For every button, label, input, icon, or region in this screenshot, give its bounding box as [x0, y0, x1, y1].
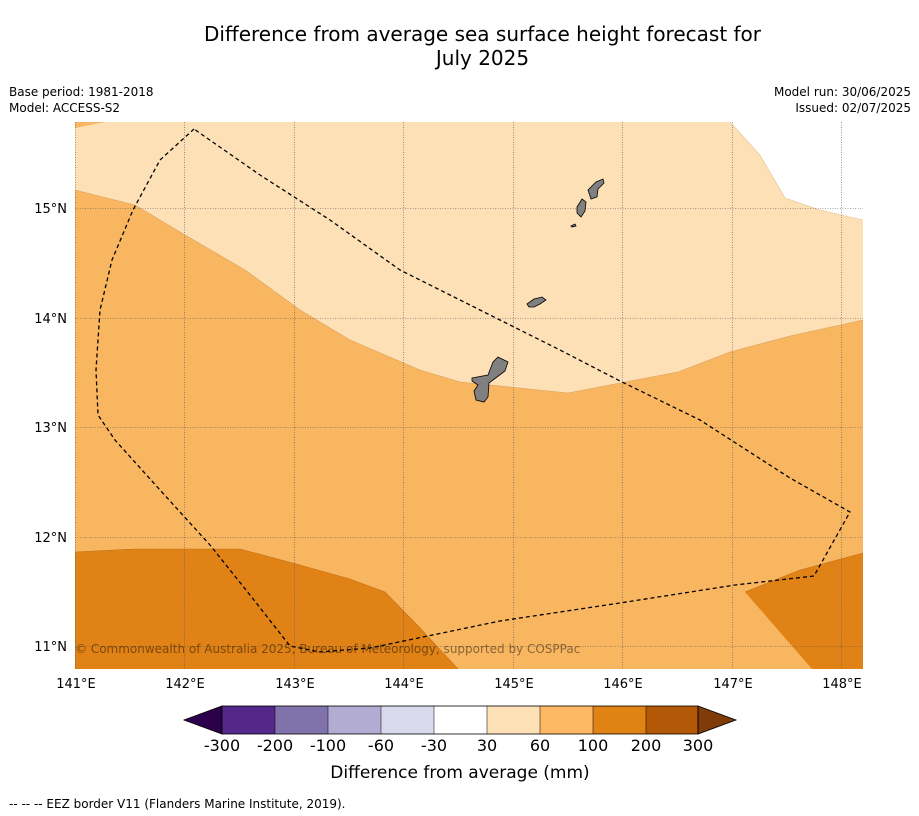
- lon-tick-147: 147°E: [713, 677, 753, 692]
- colorbar-segment-8: [593, 706, 646, 734]
- lon-tick-141: 141°E: [56, 677, 96, 692]
- island-rota: [526, 296, 547, 308]
- island-guam: [471, 356, 509, 403]
- copyright-text: © Commonwealth of Australia 2025, Bureau…: [75, 642, 580, 656]
- band-dark-left: [75, 549, 458, 669]
- gridlines: [75, 122, 863, 669]
- contour-edge-2: [75, 548, 459, 669]
- lon-tick-148: 148°E: [822, 677, 862, 692]
- cb-label-8: 100: [578, 736, 609, 755]
- cb-label-4: -60: [368, 736, 394, 755]
- title-line-2: July 2025: [435, 46, 530, 70]
- cb-label-5: -30: [421, 736, 447, 755]
- island-tinian: [576, 198, 587, 218]
- contour-edge-3: [744, 552, 863, 593]
- cb-label-9: 200: [631, 736, 662, 755]
- colorbar: -300 -200 -100 -60 -30 30 60 100 200 300…: [182, 705, 738, 783]
- colorbar-segment-7: [540, 706, 593, 734]
- island-aguijan: [570, 223, 577, 228]
- lat-tick-12: 12°N: [34, 531, 67, 546]
- colorbar-segment-2: [275, 706, 328, 734]
- meta-right: Model run: 30/06/2025 Issued: 02/07/2025: [774, 84, 911, 116]
- lat-tick-labels: 11°N 12°N 13°N 14°N 15°N: [34, 202, 67, 655]
- meta-left: Base period: 1981-2018 Model: ACCESS-S2: [9, 84, 154, 116]
- contour-edge-4: [729, 122, 863, 221]
- colorbar-labels: -300 -200 -100 -60 -30 30 60 100 200 300: [204, 736, 713, 755]
- colorbar-segment-3: [328, 706, 381, 734]
- cb-label-7: 60: [530, 736, 550, 755]
- title-line-1: Difference from average sea surface heig…: [203, 22, 762, 46]
- island-saipan: [587, 178, 605, 200]
- colorbar-segment-6: [487, 706, 540, 734]
- colorbar-segment-1: [222, 706, 275, 734]
- colorbar-dividers: [274, 706, 647, 734]
- lon-tick-144: 144°E: [384, 677, 424, 692]
- band-dark-right: [745, 553, 863, 669]
- islands: [471, 178, 605, 403]
- cb-label-10: 300: [683, 736, 714, 755]
- band-light: [75, 122, 863, 393]
- lon-tick-142: 142°E: [165, 677, 205, 692]
- colorbar-outline: [221, 705, 699, 735]
- cb-label-1: -300: [204, 736, 240, 755]
- colorbar-segment-9: [646, 706, 698, 734]
- eez-footnote: -- -- -- EEZ border V11 (Flanders Marine…: [9, 797, 346, 811]
- band-medium-corner: [75, 122, 105, 128]
- cb-label-2: -200: [257, 736, 293, 755]
- colorbar-segment-5: [434, 706, 487, 734]
- cb-label-3: -100: [310, 736, 346, 755]
- lat-tick-15: 15°N: [34, 202, 67, 217]
- model-run-text: Model run: 30/06/2025: [773, 85, 911, 99]
- base-period-text: Base period: 1981-2018: [9, 85, 154, 99]
- colorbar-extend-high: [697, 705, 738, 735]
- chart-title: Difference from average sea surface heig…: [75, 22, 890, 70]
- colorbar-segment-4: [381, 706, 434, 734]
- eez-border: [95, 128, 851, 653]
- issued-text: Issued: 02/07/2025: [795, 101, 911, 115]
- model-text: Model: ACCESS-S2: [9, 101, 121, 115]
- lat-tick-14: 14°N: [34, 312, 67, 327]
- lat-tick-11: 11°N: [34, 640, 67, 655]
- contour-edge: [75, 189, 863, 394]
- colorbar-title: Difference from average (mm): [330, 763, 589, 783]
- lat-tick-13: 13°N: [34, 421, 67, 436]
- lon-tick-143: 143°E: [275, 677, 315, 692]
- lon-tick-labels: 141°E 142°E 143°E 144°E 145°E 146°E 147°…: [56, 677, 862, 692]
- lon-tick-145: 145°E: [494, 677, 534, 692]
- colorbar-extend-low: [182, 705, 223, 735]
- map-area: © Commonwealth of Australia 2025, Bureau…: [75, 122, 863, 669]
- cb-label-6: 30: [477, 736, 497, 755]
- lon-tick-146: 146°E: [603, 677, 643, 692]
- band-white: [730, 122, 863, 220]
